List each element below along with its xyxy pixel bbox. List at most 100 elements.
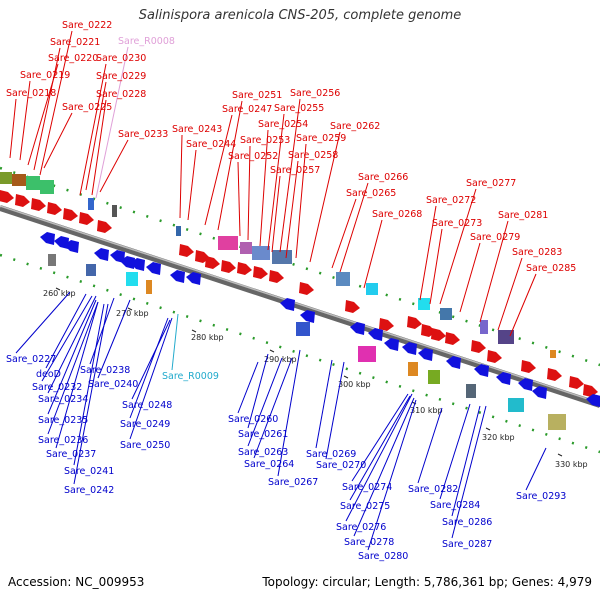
forward-gene-label[interactable]: Sare_0268 — [372, 209, 422, 220]
forward-gene-label[interactable]: Sare_0220 — [48, 53, 98, 64]
forward-gene-label[interactable]: Sare_0285 — [526, 263, 576, 274]
forward-gene-arrow[interactable] — [15, 194, 30, 207]
forward-gene-label[interactable]: Sare_0283 — [512, 247, 562, 258]
forward-gene-label[interactable]: Sare_0218 — [6, 88, 56, 99]
reverse-gene-arrow[interactable] — [368, 328, 383, 341]
forward-gene-label[interactable]: Sare_0228 — [96, 89, 146, 100]
forward-gene-label[interactable]: Sare_0254 — [258, 119, 308, 130]
reverse-gene-arrow[interactable] — [64, 240, 79, 253]
forward-gene-label[interactable]: Sare_0251 — [232, 90, 282, 101]
forward-gene-arrow[interactable] — [487, 350, 502, 363]
forward-gene-label[interactable]: Sare_0259 — [296, 133, 346, 144]
forward-gene-label[interactable]: Sare_0256 — [290, 88, 340, 99]
forward-gene-label[interactable]: Sare_0279 — [470, 232, 520, 243]
reverse-gene-label[interactable]: Sare_0238 — [80, 365, 130, 376]
reverse-gene-arrow[interactable] — [110, 250, 125, 263]
reverse-gene-label[interactable]: Sare_0249 — [120, 419, 170, 430]
reverse-gene-label[interactable]: Sare_0269 — [306, 449, 356, 460]
forward-gene-arrow[interactable] — [431, 328, 446, 341]
forward-gene-arrow[interactable] — [569, 376, 584, 389]
reverse-gene-arrow[interactable] — [40, 232, 55, 245]
forward-gene-arrow[interactable] — [221, 260, 236, 273]
forward-gene-label[interactable]: Sare_0222 — [62, 20, 112, 31]
forward-gene-arrow[interactable] — [237, 262, 252, 275]
reverse-gene-label[interactable]: Sare_0260 — [228, 414, 278, 425]
forward-gene-arrow[interactable] — [179, 244, 194, 257]
reverse-gene-label[interactable]: Sare_0286 — [442, 517, 492, 528]
forward-gene-label[interactable]: Sare_R0008 — [118, 36, 175, 47]
forward-gene-label[interactable]: Sare_0225 — [62, 102, 112, 113]
forward-gene-label[interactable]: Sare_0262 — [330, 121, 380, 132]
forward-gene-arrow[interactable] — [97, 220, 112, 233]
reverse-gene-label[interactable]: Sare_0237 — [46, 449, 96, 460]
reverse-gene-label[interactable]: Sare_0276 — [336, 522, 386, 533]
reverse-gene-arrow[interactable] — [496, 372, 511, 385]
reverse-gene-label[interactable]: Sare_0270 — [316, 460, 366, 471]
forward-gene-label[interactable]: Sare_0221 — [50, 37, 100, 48]
reverse-gene-label[interactable]: Sare_0250 — [120, 440, 170, 451]
forward-gene-arrow[interactable] — [205, 256, 220, 269]
reverse-gene-label[interactable]: Sare_0293 — [516, 491, 566, 502]
forward-gene-arrow[interactable] — [47, 202, 62, 215]
forward-gene-arrow[interactable] — [345, 300, 360, 313]
reverse-gene-label[interactable]: Sare_0235 — [38, 415, 88, 426]
forward-gene-arrow[interactable] — [253, 266, 268, 279]
reverse-gene-arrow[interactable] — [280, 298, 295, 311]
reverse-gene-arrow[interactable] — [446, 356, 461, 369]
forward-gene-label[interactable]: Sare_0265 — [346, 188, 396, 199]
forward-gene-label[interactable]: Sare_0244 — [186, 139, 236, 150]
reverse-gene-arrow[interactable] — [586, 394, 600, 407]
reverse-gene-label[interactable]: Sare_0275 — [340, 501, 390, 512]
reverse-gene-label[interactable]: Sare_0267 — [268, 477, 318, 488]
forward-gene-arrow[interactable] — [583, 384, 598, 397]
reverse-gene-arrow[interactable] — [186, 272, 201, 285]
forward-gene-arrow[interactable] — [379, 318, 394, 331]
reverse-gene-label[interactable]: Sare_0248 — [122, 400, 172, 411]
reverse-gene-arrow[interactable] — [402, 342, 417, 355]
forward-gene-label[interactable]: Sare_0219 — [20, 70, 70, 81]
reverse-gene-arrow[interactable] — [384, 338, 399, 351]
forward-gene-label[interactable]: Sare_0281 — [498, 210, 548, 221]
reverse-gene-label[interactable]: Sare_0242 — [64, 485, 114, 496]
reverse-gene-label[interactable]: Sare_0287 — [442, 539, 492, 550]
reverse-gene-arrow[interactable] — [170, 270, 185, 283]
forward-gene-label[interactable]: Sare_0230 — [96, 53, 146, 64]
forward-gene-arrow[interactable] — [471, 340, 486, 353]
reverse-gene-arrow[interactable] — [418, 348, 433, 361]
forward-gene-arrow[interactable] — [547, 368, 562, 381]
reverse-gene-label[interactable]: Sare_0241 — [64, 466, 114, 477]
reverse-gene-arrow[interactable] — [518, 378, 533, 391]
forward-gene-arrow[interactable] — [269, 270, 284, 283]
forward-gene-arrow[interactable] — [31, 198, 46, 211]
forward-gene-arrow[interactable] — [445, 332, 460, 345]
reverse-gene-label[interactable]: Sare_0236 — [38, 435, 88, 446]
forward-gene-arrow[interactable] — [0, 190, 14, 203]
forward-gene-label[interactable]: Sare_0257 — [270, 165, 320, 176]
reverse-gene-label[interactable]: Sare_0280 — [358, 551, 408, 562]
forward-gene-label[interactable]: Sare_0266 — [358, 172, 408, 183]
reverse-gene-label[interactable]: Sare_0232 — [32, 382, 82, 393]
reverse-gene-label[interactable]: Sare_0234 — [38, 394, 88, 405]
forward-gene-arrow[interactable] — [521, 360, 536, 373]
forward-gene-label[interactable]: Sare_0272 — [426, 195, 476, 206]
reverse-gene-arrow[interactable] — [532, 386, 547, 399]
reverse-gene-arrow[interactable] — [94, 248, 109, 261]
reverse-gene-arrow[interactable] — [130, 258, 145, 271]
reverse-gene-label[interactable]: Sare_0240 — [88, 379, 138, 390]
forward-gene-label[interactable]: Sare_0247 — [222, 104, 272, 115]
forward-gene-label[interactable]: Sare_0233 — [118, 129, 168, 140]
forward-gene-label[interactable]: Sare_0243 — [172, 124, 222, 135]
reverse-gene-arrow[interactable] — [146, 262, 161, 275]
reverse-gene-label[interactable]: deoD — [36, 369, 61, 380]
reverse-gene-label[interactable]: Sare_0264 — [244, 459, 294, 470]
forward-gene-label[interactable]: Sare_0255 — [274, 103, 324, 114]
forward-gene-arrow[interactable] — [79, 212, 94, 225]
forward-gene-label[interactable]: Sare_0277 — [466, 178, 516, 189]
forward-gene-arrow[interactable] — [299, 282, 314, 295]
reverse-gene-arrow[interactable] — [120, 256, 135, 269]
forward-gene-label[interactable]: Sare_0273 — [432, 218, 482, 229]
reverse-gene-arrow[interactable] — [474, 364, 489, 377]
reverse-gene-label[interactable]: Sare_0282 — [408, 484, 458, 495]
forward-gene-label[interactable]: Sare_0258 — [288, 150, 338, 161]
reverse-gene-label[interactable]: Sare_R0009 — [162, 371, 219, 382]
